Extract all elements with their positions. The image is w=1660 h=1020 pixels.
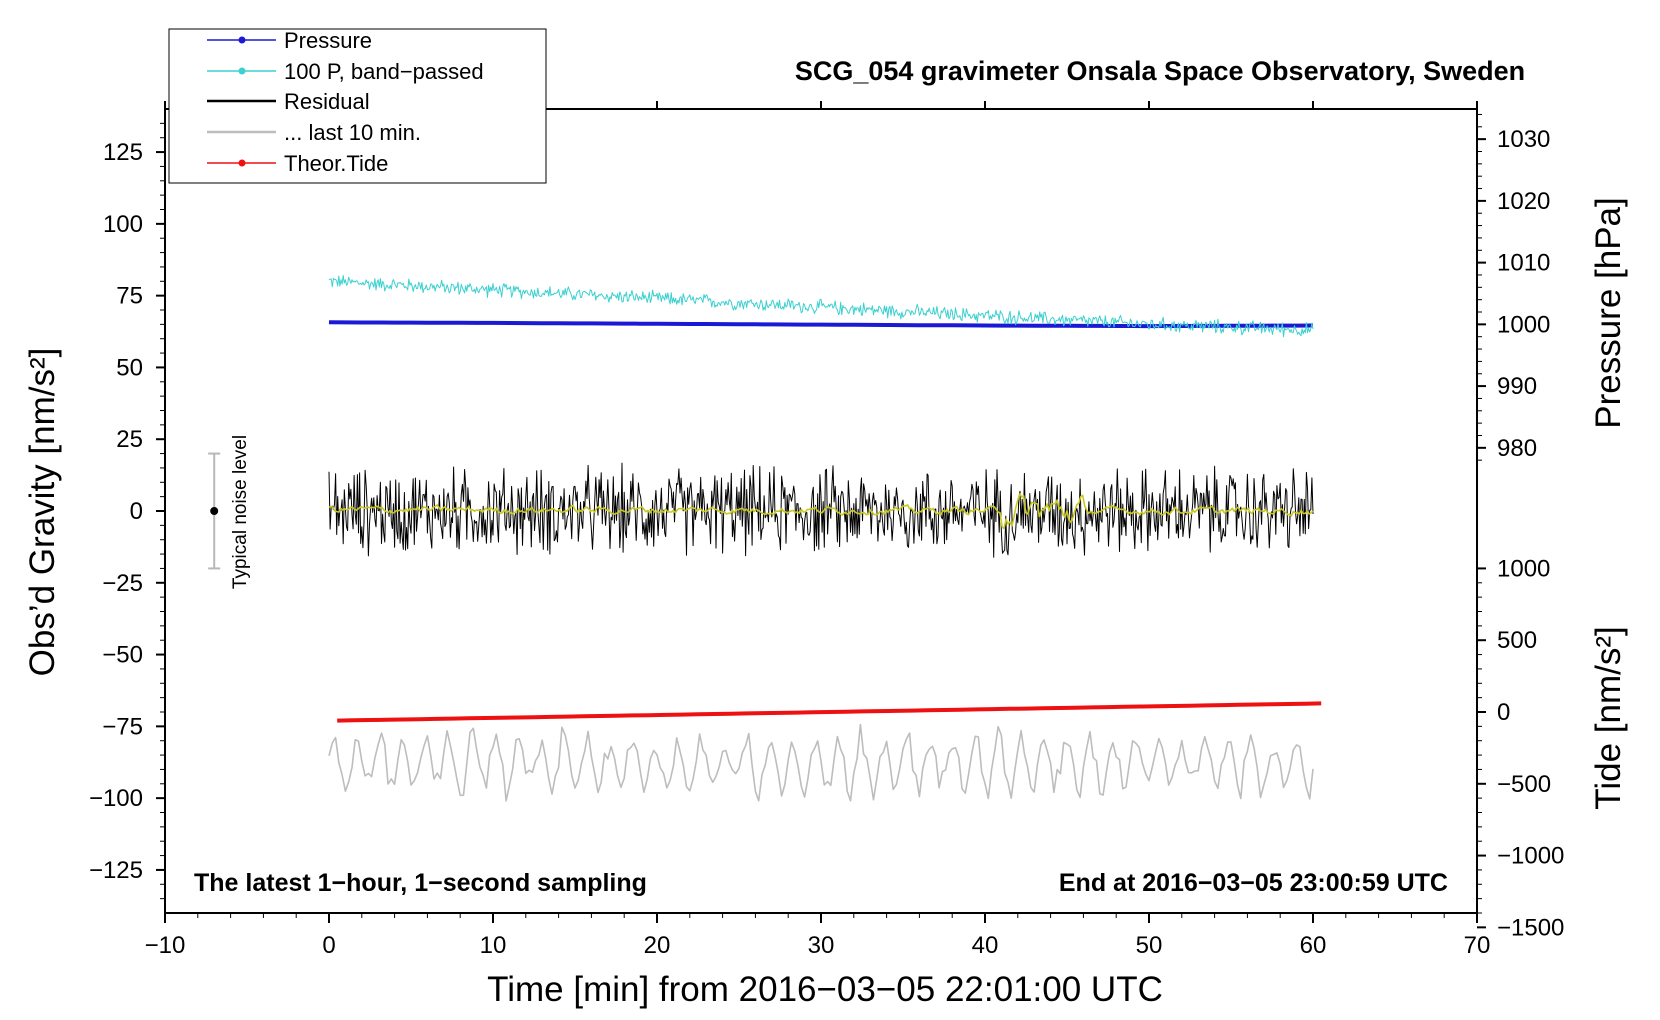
y-pressure-tick-label: 1020 [1497,188,1550,215]
legend-tide-marker [238,159,246,167]
legend-entry-pressure: Pressure [207,28,372,53]
y-pressure-tick-label: 1030 [1497,126,1550,153]
series-layer [328,275,1322,802]
x-tick-label: 40 [972,932,999,959]
y-tide-tick-label: −1500 [1497,914,1564,941]
legend-pressure-marker [238,36,246,44]
annotation-end-time: End at 2016−03−05 23:00:59 UTC [1059,869,1448,897]
y-left-tick-label: −25 [102,570,143,597]
y-left-tick-label: 25 [116,426,143,453]
legend-tide-label: Theor.Tide [284,151,388,176]
last10-series [328,723,1314,802]
bandpassed-series [328,275,1314,338]
x-tick-label: 20 [644,932,671,959]
legend-box [168,28,547,184]
legend-entry-residual: Residual [207,89,370,114]
tide-series [337,701,1322,723]
y-left-tick-label: −100 [89,785,143,812]
pressure-series [328,320,1314,329]
x-tick-label: 60 [1300,932,1327,959]
noise-bar-center-dot [210,507,219,515]
y-tide-tick-label: −500 [1497,771,1551,798]
noise-bar-label: Typical noise level [230,435,251,589]
x-tick-label: 10 [480,932,507,959]
residual-smoothed-series [328,493,1314,530]
y-left-tick-label: 125 [103,139,143,166]
y-pressure-tick-label: 990 [1497,373,1537,400]
y-tide-tick-label: 500 [1497,627,1537,654]
x-tick-label: −10 [145,932,186,959]
y-pressure-tick-label: 980 [1497,435,1537,462]
y-left-tick-label: −50 [102,642,143,669]
legend-entry-tide: Theor.Tide [207,151,388,176]
y-left-tick-label: 0 [130,498,143,525]
x-axis-label: Time [min] from 2016−03−05 22:01:00 UTC [487,970,1163,1009]
y-axis-label-gravity: Obs’d Gravity [nm/s²] [23,348,62,677]
legend-entry-bandpassed: 100 P, band−passed [207,59,484,84]
chart-title: SCG_054 gravimeter Onsala Space Observat… [795,56,1525,86]
annotation-sampling: The latest 1−hour, 1−second sampling [194,869,647,897]
x-tick-label: 70 [1464,932,1491,959]
legend: Pressure 100 P, band−passed Residual ...… [168,28,547,184]
residual-series [328,462,1314,558]
legend-bandpassed-label: 100 P, band−passed [284,59,484,84]
y-left-tick-label: 50 [116,354,143,381]
x-tick-label: 0 [322,932,335,959]
noise-bar [208,452,221,570]
ticks-layer: −10 0 10 20 30 40 50 60 701251007550250−25−50−75… [89,101,1564,959]
x-tick-label: 30 [808,932,835,959]
y-left-tick-label: −75 [102,713,143,740]
legend-entry-last10: ... last 10 min. [207,120,421,145]
legend-pressure-label: Pressure [284,28,372,53]
y-pressure-tick-label: 1000 [1497,311,1550,338]
legend-residual-label: Residual [284,89,370,114]
y-tide-tick-label: −1000 [1497,843,1564,870]
y-axis-label-tide: Tide [nm/s²] [1589,626,1628,809]
y-left-tick-label: 100 [103,211,143,238]
y-axis-label-pressure: Pressure [hPa] [1589,197,1628,429]
y-left-tick-label: −125 [89,857,143,884]
y-tide-tick-label: 0 [1497,699,1510,726]
legend-last10-label: ... last 10 min. [284,120,421,145]
y-pressure-tick-label: 1010 [1497,250,1550,277]
legend-bandpassed-marker [238,67,246,75]
y-tide-tick-label: 1000 [1497,555,1550,582]
x-tick-label: 50 [1136,932,1163,959]
y-left-tick-label: 75 [116,283,143,310]
